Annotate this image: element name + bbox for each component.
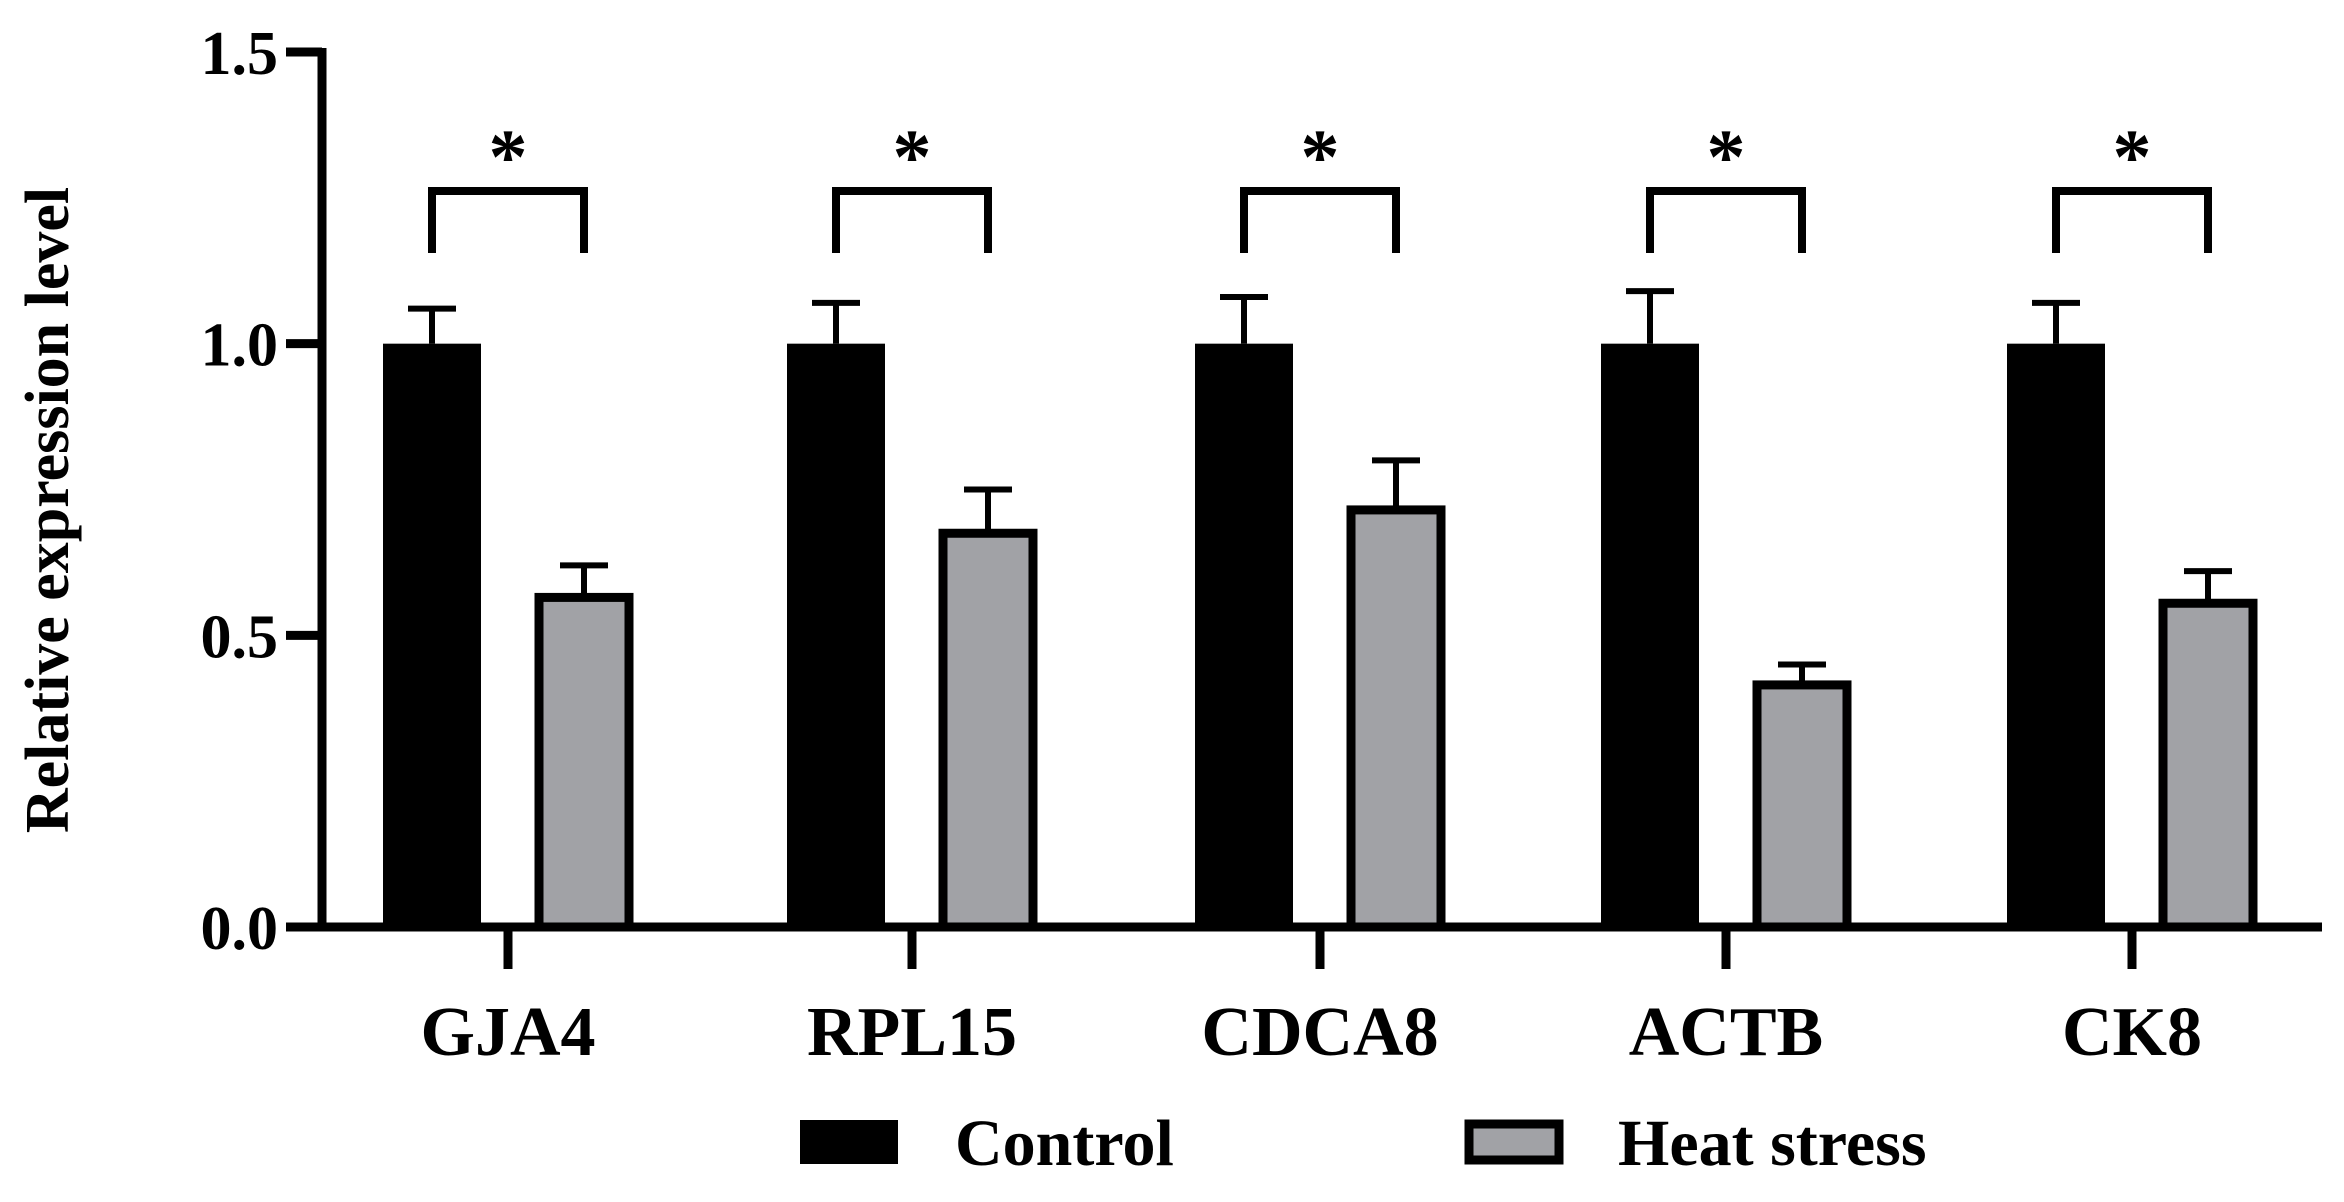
bars-layer: [383, 343, 2258, 932]
axes-layer: [286, 47, 2322, 969]
legend-swatch-heat-stress: [1464, 1119, 1564, 1165]
bar-heat-stress-gja4: [534, 592, 634, 932]
bar-control-rpl15: [787, 343, 885, 928]
legend-label-heat-stress: Heat stress: [1618, 1107, 1927, 1180]
significance-bracket-gja4: [428, 187, 588, 253]
error-bars-layer: [408, 288, 2232, 685]
labels-layer: GJA4 RPL15 CDCA8 ACTB CK8 0.0 0.5 1.0 1.5: [201, 20, 2203, 1071]
significance-layer: * * * * *: [428, 113, 2212, 253]
significance-label-gja4: *: [489, 113, 528, 200]
bar-control-gja4: [383, 343, 481, 928]
x-tick-label-cdca8: CDCA8: [1201, 994, 1438, 1071]
y-tick-label-0: 0.0: [201, 895, 279, 963]
bar-heat-stress-actb: [1752, 680, 1852, 932]
significance-label-actb: *: [1707, 113, 1746, 200]
bar-heat-stress-rpl15: [938, 528, 1038, 932]
bar-control-cdca8: [1195, 343, 1293, 928]
x-tick-label-gja4: GJA4: [421, 994, 596, 1071]
significance-label-ck8: *: [2113, 113, 2152, 200]
legend: Control Heat stress: [800, 1107, 1927, 1180]
bar-heat-stress-ck8: [2158, 598, 2258, 932]
significance-bracket-rpl15: [832, 187, 992, 253]
y-tick-label-3: 1.5: [201, 20, 279, 88]
legend-label-control: Control: [955, 1107, 1174, 1180]
significance-label-cdca8: *: [1301, 113, 1340, 200]
significance-bracket-ck8: [2052, 187, 2212, 253]
significance-label-rpl15: *: [893, 113, 932, 200]
legend-swatch-control: [800, 1120, 898, 1164]
y-tick-label-2: 1.0: [201, 312, 279, 380]
y-axis-title: Relative expression level: [14, 187, 82, 833]
bar-control-actb: [1601, 343, 1699, 928]
x-tick-label-rpl15: RPL15: [807, 994, 1017, 1071]
y-tick-label-1: 0.5: [201, 603, 279, 671]
x-tick-label-actb: ACTB: [1629, 994, 1823, 1071]
bar-heat-stress-cdca8: [1346, 505, 1446, 932]
x-tick-label-ck8: CK8: [2062, 994, 2202, 1071]
significance-bracket-cdca8: [1240, 187, 1400, 253]
significance-bracket-actb: [1646, 187, 1806, 253]
bar-control-ck8: [2007, 343, 2105, 928]
